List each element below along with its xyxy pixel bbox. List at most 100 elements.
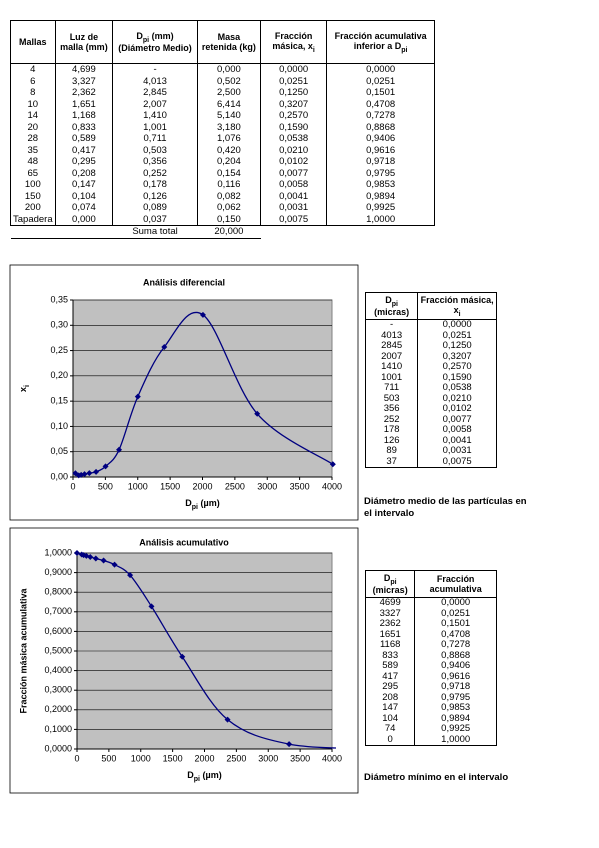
label-part: (micras): [374, 307, 410, 318]
table-row: 1001 0,1590: [364, 372, 497, 383]
table-row: 126 0,0041: [364, 435, 497, 446]
cell: 0,0538: [417, 382, 497, 394]
subscript: i: [24, 385, 31, 387]
x-tick-label: 0: [70, 481, 75, 491]
table-row: -0,0000: [364, 319, 497, 331]
side-table: Dpi (micras) Fracción másica, xi -0,0000 40…: [364, 292, 497, 468]
cell: 0,1590: [259, 121, 328, 133]
table-head: Dpi (micras) Fracción acumulativa: [364, 570, 497, 598]
label-part: D: [185, 498, 192, 508]
subscript: i: [458, 310, 461, 318]
cell: 104: [364, 713, 416, 724]
table-row: 356 0,0102: [364, 403, 497, 415]
label-part: D: [383, 572, 391, 583]
cell: 0,9718: [414, 681, 497, 693]
x-tick-label: 4000: [322, 481, 342, 491]
cell: 0,0075: [259, 213, 328, 226]
cell: 2362: [364, 618, 416, 630]
table-row: 100 0,147 0,178 0,116 0,0058 0,9853: [10, 179, 435, 191]
side-table: Dpi (micras) Fracción acumulativa 4699 0,00…: [364, 570, 497, 746]
x-tick-label: 500: [98, 481, 113, 491]
cell: 178: [364, 424, 419, 436]
subscript: pi: [192, 504, 198, 511]
cell: 0,9894: [414, 713, 497, 724]
label-part: Fracción acumulativa inferior a D: [334, 30, 427, 51]
table-row: 208 0,9795: [364, 692, 497, 703]
cell: 0,0251: [326, 75, 435, 87]
cell: 2007: [364, 351, 419, 362]
cell: 0,4708: [326, 98, 435, 110]
label-part: Fracción másica, x: [272, 30, 313, 51]
cell: 0,0041: [417, 435, 497, 446]
cell: 0,0210: [417, 393, 497, 404]
y-tick-label: 0,7000: [44, 606, 72, 616]
table-row: 3327 0,0251: [364, 608, 497, 619]
table-row: 833 0,8868: [364, 650, 497, 661]
table-head: Mallas Luz de malla (mm) Dpi (mm) (Diámetr…: [10, 20, 435, 64]
x-axis-label: Dpi (µm): [185, 498, 219, 510]
cell: 0,1590: [417, 372, 497, 383]
data-point: [111, 561, 118, 568]
column-header: Mallas: [10, 20, 56, 64]
table-row: 147 0,9853: [364, 702, 497, 714]
cell: 0,0000: [259, 63, 328, 76]
table-foot: Suma total 20,000: [10, 225, 435, 239]
cell: 589: [364, 660, 416, 672]
cell: 0,9406: [326, 133, 435, 145]
label-part: (µm): [198, 498, 220, 508]
table-row: 1168 0,7278: [364, 639, 497, 651]
table-row: 178 0,0058: [364, 424, 497, 436]
label-part: D: [385, 294, 392, 305]
cell: 0,0077: [417, 414, 497, 425]
x-tick-label: 3000: [258, 753, 278, 763]
cell: 0,9795: [414, 692, 497, 703]
cell: 0,0102: [417, 403, 497, 415]
cell: 0,0000: [414, 597, 497, 609]
y-tick-label: 0,10: [50, 421, 68, 431]
y-tick-label: 1,0000: [44, 547, 72, 557]
x-axis-label: Dpi (µm): [187, 770, 221, 782]
chart-title: Análisis acumulativo: [139, 537, 229, 547]
subscript: pi: [194, 776, 200, 783]
cell: 0,2570: [417, 361, 497, 373]
data-point: [102, 463, 109, 470]
data-point: [92, 555, 99, 562]
cell: 0,0000: [417, 319, 497, 331]
cell: 503: [364, 393, 419, 404]
cell: 0,0058: [417, 424, 497, 436]
subscript: pi: [390, 578, 397, 586]
y-tick-label: 0,6000: [44, 626, 72, 636]
data-point: [93, 468, 100, 475]
data-point: [286, 741, 293, 748]
cell: [55, 225, 113, 239]
table-row: 1410 0,2570: [364, 361, 497, 373]
label-part: Fracción másica, x: [420, 294, 494, 315]
y-tick-label: 0,15: [50, 396, 68, 406]
table-row: 35 0,417 0,503 0,420 0,0210 0,9616: [10, 144, 435, 156]
label-part: Mallas: [19, 37, 47, 47]
table-body: -0,0000 4013 0,0251 2845 0,1250 2007 0,3207 141…: [364, 319, 497, 468]
label-part: Fracción acumulativa: [429, 574, 482, 594]
table-row: 20 0,833 1,001 3,180 0,1590 0,8868: [10, 121, 435, 133]
table-row: 8 2,362 2,845 2,500 0,1250 0,1501: [10, 87, 435, 99]
y-tick-label: 0,0000: [44, 743, 72, 753]
y-tick-label: 0,5000: [44, 645, 72, 655]
cell: 0,9616: [326, 144, 435, 156]
table-row: 4 4,699-0,000 0,0000 0,0000: [10, 63, 435, 76]
cell: 356: [364, 403, 419, 415]
data-point: [148, 603, 155, 610]
cell: 0,0075: [417, 456, 497, 468]
cell: 1,0000: [326, 213, 435, 226]
label-part: D: [187, 770, 194, 780]
cell: 0,1501: [326, 87, 435, 99]
cell: 295: [364, 681, 416, 693]
subscript: pi: [142, 36, 150, 44]
table-row: 74 0,9925: [364, 723, 497, 735]
cell: 0,0538: [259, 133, 328, 145]
cell: 0,0251: [414, 608, 497, 619]
cell: 0,8868: [414, 650, 497, 661]
x-tick-label: 2000: [194, 753, 214, 763]
table-row: 28 0,589 0,711 1,076 0,0538 0,9406: [10, 133, 435, 145]
cell: 0,3207: [417, 351, 497, 362]
label-part: D: [136, 30, 143, 41]
